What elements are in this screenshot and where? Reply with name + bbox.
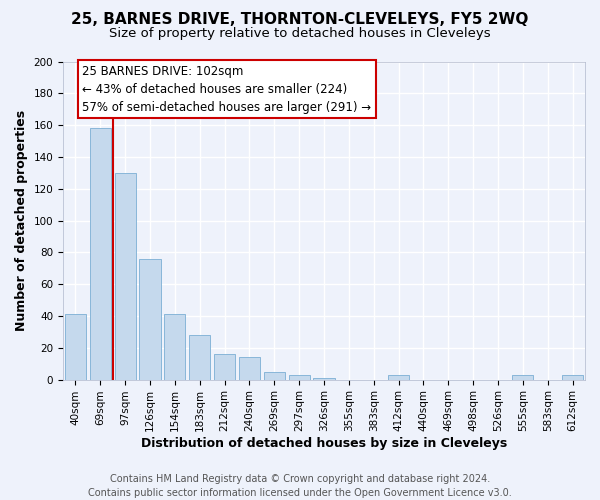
X-axis label: Distribution of detached houses by size in Cleveleys: Distribution of detached houses by size … [141,437,507,450]
Bar [512,375,533,380]
Bar [388,375,409,380]
Bar [90,128,111,380]
Text: Contains HM Land Registry data © Crown copyright and database right 2024.
Contai: Contains HM Land Registry data © Crown c… [88,474,512,498]
Bar [115,173,136,380]
Bar [562,375,583,380]
Y-axis label: Number of detached properties: Number of detached properties [15,110,28,331]
Bar [65,314,86,380]
Text: 25 BARNES DRIVE: 102sqm
← 43% of detached houses are smaller (224)
57% of semi-d: 25 BARNES DRIVE: 102sqm ← 43% of detache… [82,64,371,114]
Text: 25, BARNES DRIVE, THORNTON-CLEVELEYS, FY5 2WQ: 25, BARNES DRIVE, THORNTON-CLEVELEYS, FY… [71,12,529,28]
Bar [139,258,161,380]
Bar [313,378,335,380]
Text: Size of property relative to detached houses in Cleveleys: Size of property relative to detached ho… [109,28,491,40]
Bar [189,335,210,380]
Bar [264,372,285,380]
Bar [164,314,185,380]
Bar [214,354,235,380]
Bar [239,358,260,380]
Bar [289,375,310,380]
